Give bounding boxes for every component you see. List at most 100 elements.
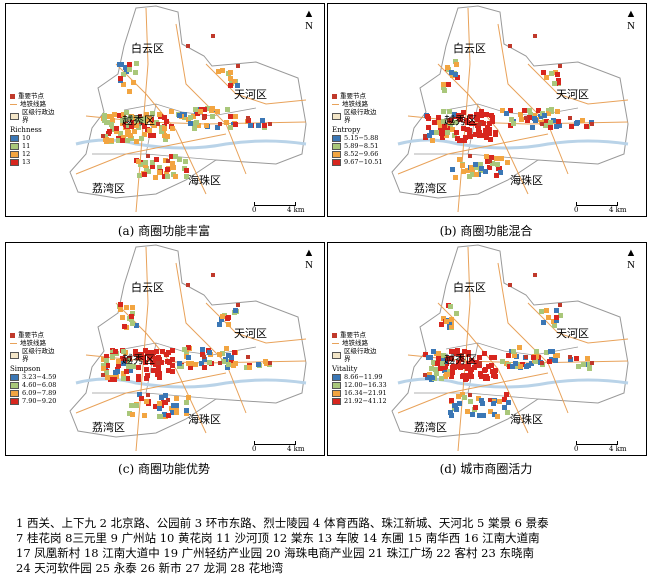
grid-cell bbox=[544, 75, 549, 80]
grid-cell bbox=[166, 413, 171, 418]
grid-cell bbox=[151, 133, 156, 138]
grid-cell bbox=[126, 364, 131, 369]
grid-cell bbox=[456, 360, 461, 365]
grid-cell bbox=[153, 356, 158, 361]
grid-cell bbox=[150, 354, 155, 359]
grid-cell bbox=[440, 135, 445, 140]
grid-cell bbox=[431, 360, 436, 365]
metro-line bbox=[205, 63, 307, 105]
grid-cell bbox=[548, 120, 553, 125]
grid-cell bbox=[461, 373, 466, 378]
grid-cell bbox=[531, 355, 536, 360]
grid-cell bbox=[139, 136, 144, 141]
grid-cell bbox=[152, 123, 157, 128]
legend-class-label: 13 bbox=[22, 158, 31, 166]
grid-cell bbox=[498, 170, 503, 175]
grid-cell bbox=[445, 356, 450, 361]
grid-cell bbox=[506, 400, 511, 405]
grid-cell bbox=[426, 116, 431, 121]
grid-cell bbox=[485, 159, 490, 164]
grid-cell bbox=[196, 123, 201, 128]
key-node bbox=[508, 44, 512, 48]
grid-cell bbox=[518, 364, 523, 369]
grid-cell bbox=[224, 346, 229, 351]
grid-cell bbox=[487, 165, 492, 170]
grid-cell bbox=[495, 414, 500, 419]
grid-cell bbox=[476, 127, 481, 132]
grid-cell bbox=[164, 119, 169, 124]
grid-cell bbox=[467, 130, 472, 135]
grid-cell bbox=[165, 359, 170, 364]
grid-cell bbox=[426, 125, 431, 130]
legend-class-label: 21.92−41.12 bbox=[344, 397, 387, 405]
grid-cell bbox=[217, 352, 222, 357]
legend-swatch bbox=[332, 389, 341, 397]
key-node bbox=[218, 361, 222, 365]
grid-cell bbox=[193, 107, 198, 112]
key-node bbox=[524, 116, 528, 120]
grid-cell bbox=[246, 118, 251, 123]
map-legend: 重要节点 地铁线路 区级行政边界 Entropy 5.15−5.88 5.89−… bbox=[332, 92, 383, 166]
grid-cell bbox=[244, 365, 249, 370]
grid-cell bbox=[226, 359, 231, 364]
legend-swatch bbox=[10, 150, 19, 158]
grid-cell bbox=[469, 367, 474, 372]
grid-cell bbox=[434, 130, 439, 135]
grid-cell bbox=[263, 359, 268, 364]
metro-line bbox=[175, 23, 247, 175]
legend-swatch bbox=[332, 150, 341, 158]
grid-cell bbox=[130, 412, 135, 417]
grid-cell bbox=[462, 349, 467, 354]
grid-cell bbox=[445, 130, 450, 135]
legend-swatch bbox=[332, 373, 341, 381]
district-label-liwan: 荔湾区 bbox=[92, 182, 125, 195]
key-line: 17 凤凰新村 18 江南大道中 19 广州轻纺产业园 20 海珠电商产业园 2… bbox=[16, 546, 534, 560]
map-panel-d: ▲ N 白云区 天河区 越秀区 荔湾区 海珠区 重要节点 地铁线路 区级行政边界 … bbox=[327, 242, 647, 456]
key-node bbox=[211, 34, 215, 38]
grid-cell bbox=[118, 307, 123, 312]
grid-cell bbox=[468, 370, 473, 375]
grid-cell bbox=[441, 353, 446, 358]
grid-cell bbox=[426, 355, 431, 360]
district-boundary bbox=[69, 5, 307, 199]
legend-title: Vitality bbox=[332, 365, 358, 373]
grid-cell bbox=[455, 136, 460, 141]
caption-a: (a) 商圈功能丰富 bbox=[117, 224, 211, 238]
grid-cell bbox=[150, 360, 155, 365]
legend-swatch bbox=[10, 389, 19, 397]
grid-cell bbox=[587, 362, 592, 367]
grid-cell bbox=[144, 166, 149, 171]
map-canvas bbox=[391, 244, 629, 452]
grid-cell bbox=[440, 361, 445, 366]
grid-cell bbox=[552, 81, 557, 86]
grid-cell bbox=[453, 72, 458, 77]
legend-class-label: 8.52−9.66 bbox=[344, 150, 379, 158]
grid-cell bbox=[505, 410, 510, 415]
grid-cell bbox=[473, 162, 478, 167]
grid-cell bbox=[454, 407, 459, 412]
grid-cell bbox=[465, 127, 470, 132]
metro-line bbox=[75, 372, 227, 414]
grid-cell bbox=[137, 173, 142, 178]
grid-cell bbox=[262, 123, 267, 128]
grid-cell bbox=[508, 108, 513, 113]
grid-cell bbox=[170, 369, 175, 374]
grid-cell bbox=[439, 322, 444, 327]
grid-cell bbox=[104, 370, 109, 375]
grid-cell bbox=[486, 364, 491, 369]
grid-cell bbox=[157, 165, 162, 170]
grid-cell bbox=[453, 175, 458, 180]
grid-cell bbox=[490, 115, 495, 120]
key-node bbox=[186, 44, 190, 48]
grid-cell bbox=[105, 375, 110, 380]
grid-cell bbox=[544, 308, 549, 313]
map-canvas bbox=[69, 5, 307, 213]
district-label-tianhe: 天河区 bbox=[234, 327, 267, 340]
grid-cell bbox=[125, 376, 130, 381]
grid-cell bbox=[154, 157, 159, 162]
grid-cell bbox=[425, 375, 430, 380]
grid-cell bbox=[467, 174, 472, 179]
map-panel-c: ▲ N 白云区 天河区 越秀区 荔湾区 海珠区 重要节点 地铁线路 区级行政边界 … bbox=[5, 242, 325, 456]
key-node bbox=[524, 355, 528, 359]
grid-cell bbox=[445, 65, 450, 70]
